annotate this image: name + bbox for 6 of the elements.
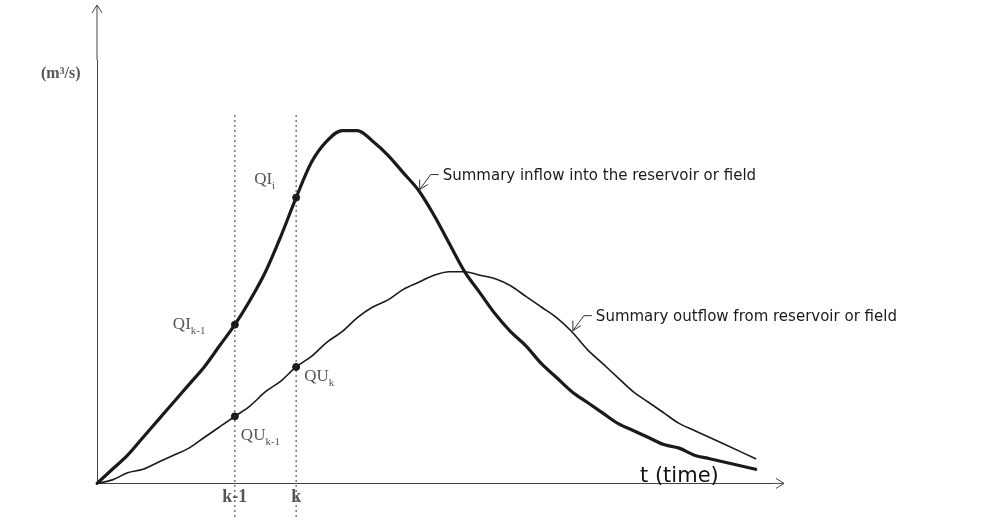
x-tick-label: k (291, 485, 302, 506)
x-axis-title: t (time) (640, 463, 719, 487)
x-tick-label: k-1 (222, 485, 248, 506)
series-label: Summary outflow from reservoir or field (595, 306, 897, 325)
series-label: Summary inflow into the reservoir or field (442, 165, 757, 184)
y-axis-title: (m³/s) (41, 64, 81, 82)
